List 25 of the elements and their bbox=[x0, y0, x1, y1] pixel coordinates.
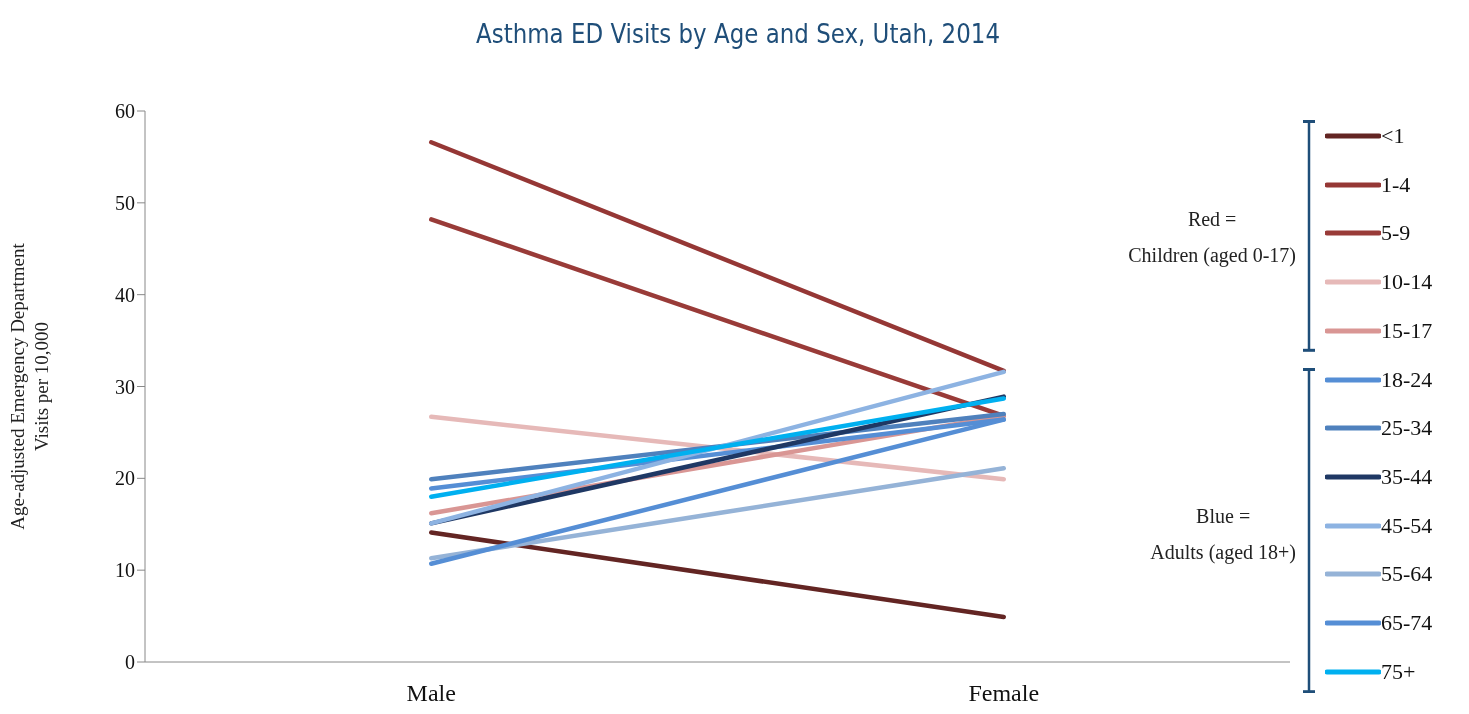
annotation: Red = Children (aged 0-17) bbox=[1128, 207, 1296, 269]
legend-label: 35-44 bbox=[1381, 463, 1433, 490]
legend-label: 45-54 bbox=[1381, 512, 1433, 539]
y-tick-label: 10 bbox=[115, 559, 135, 582]
y-tick-label: 30 bbox=[115, 375, 135, 398]
legend-label: 75+ bbox=[1381, 658, 1416, 685]
y-tick-label: 50 bbox=[115, 191, 135, 214]
y-axis-title: Age-adjusted Emergency Department Visits per 10,000 bbox=[7, 242, 52, 530]
x-tick-label: Male bbox=[406, 680, 456, 707]
chart-title: Asthma ED Visits by Age and Sex, Utah, 2014 bbox=[475, 17, 1001, 51]
legend-label: 55-64 bbox=[1381, 561, 1433, 588]
y-tick-label: 20 bbox=[115, 467, 135, 490]
y-tick-label: 40 bbox=[115, 283, 135, 306]
y-tick-label: 60 bbox=[115, 100, 135, 123]
legend-label: 10-14 bbox=[1381, 269, 1433, 296]
legend-label: 1-4 bbox=[1381, 171, 1411, 198]
legend-label: 25-34 bbox=[1381, 415, 1433, 442]
legend-label: <1 bbox=[1381, 123, 1405, 149]
legend-label: 65-74 bbox=[1381, 610, 1433, 636]
legend-label: 18-24 bbox=[1381, 366, 1433, 393]
y-tick-label: 0 bbox=[125, 651, 135, 674]
legend-label: 15-17 bbox=[1381, 317, 1433, 344]
x-tick-label: Female bbox=[968, 680, 1040, 707]
legend-label: 5-9 bbox=[1381, 220, 1411, 247]
annotation: Blue = Adults (aged 18+) bbox=[1150, 504, 1296, 566]
